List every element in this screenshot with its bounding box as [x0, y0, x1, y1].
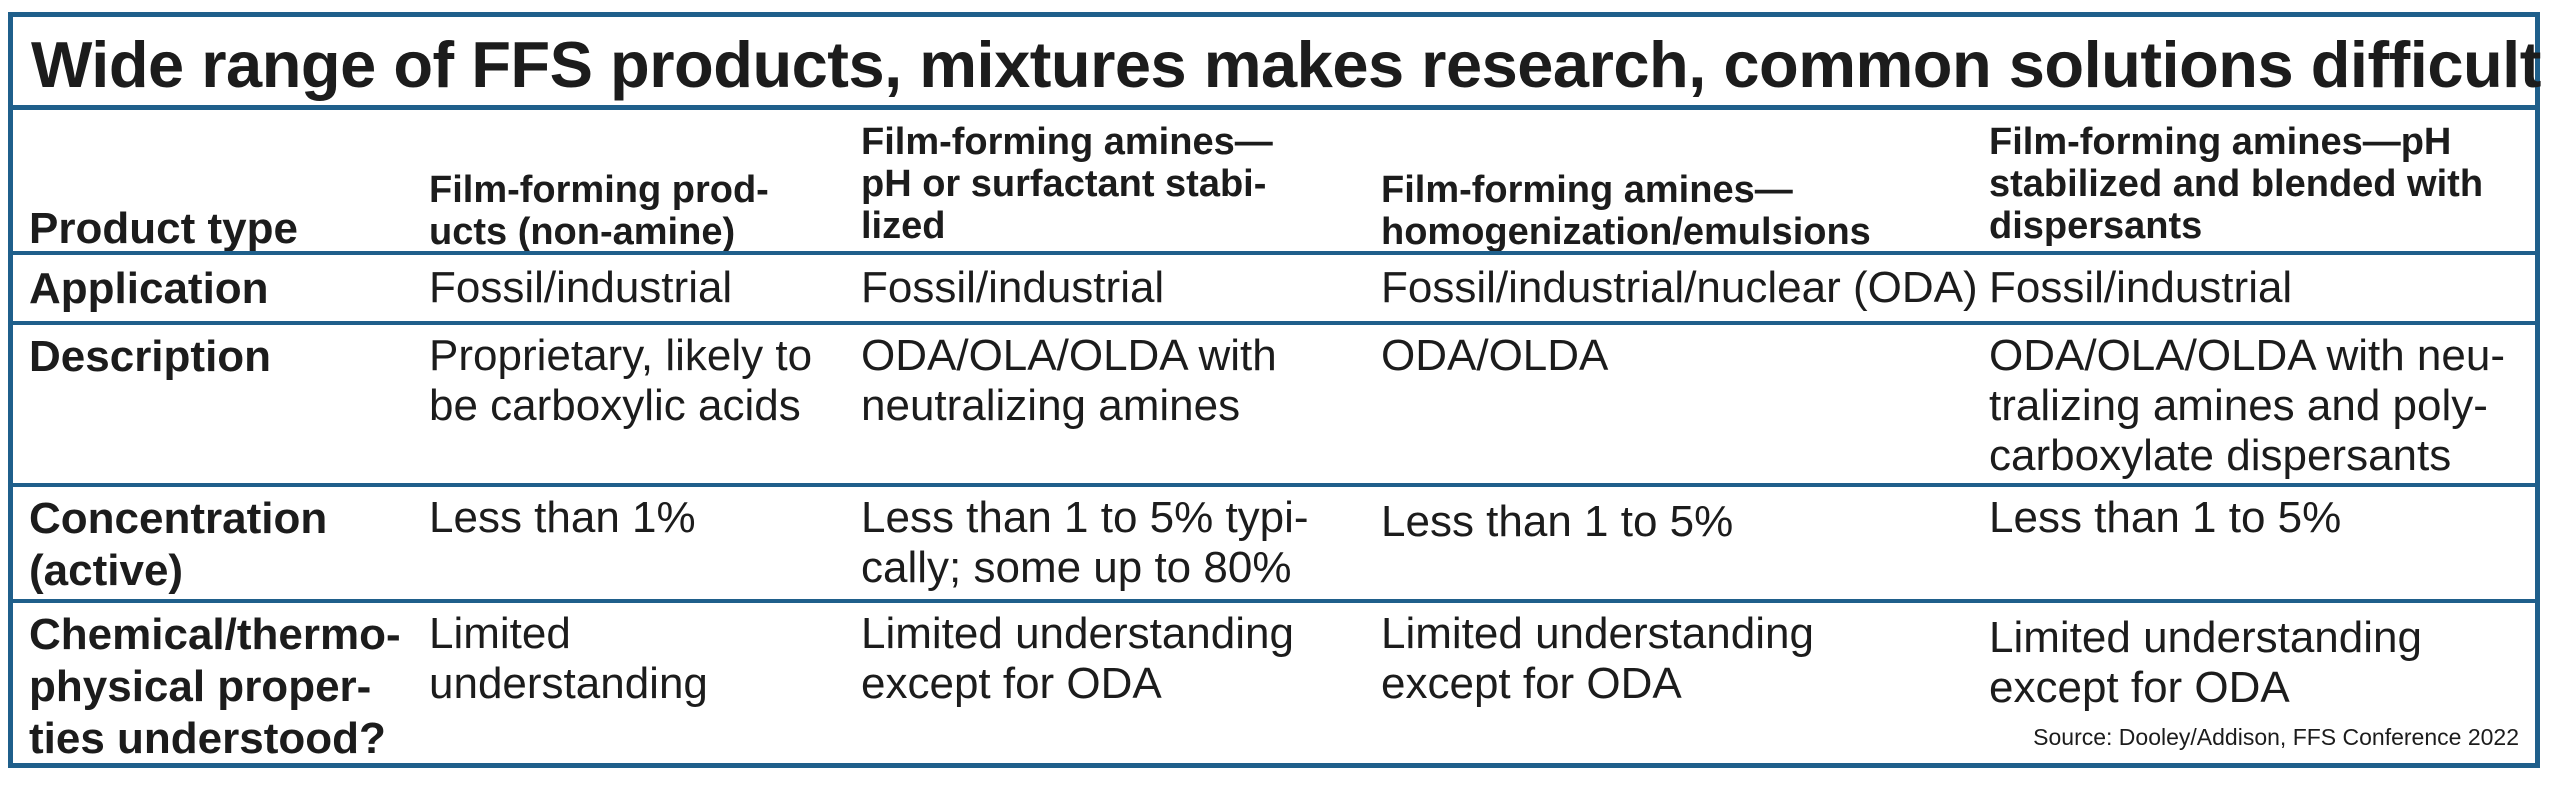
properties-cell-4: Limited understanding except for ODA [1989, 613, 2422, 712]
row-label-description: Description [29, 332, 272, 381]
column-header-3: Film-forming amines— homogenization/emul… [1381, 169, 1871, 253]
row-divider-2 [13, 483, 2535, 487]
column-header-4: Film-forming amines—pH stabilized and bl… [1989, 121, 2484, 247]
header-row-label: Product type [29, 204, 298, 253]
column-header-2: Film-forming amines— pH or surfactant st… [861, 121, 1273, 247]
application-cell-2: Fossil/industrial [861, 263, 1165, 312]
row-label-properties: Chemical/thermo- physical proper- ties u… [29, 610, 401, 763]
row-divider-1 [13, 321, 2535, 325]
description-cell-1: Proprietary, likely to be carboxylic aci… [429, 331, 813, 430]
source-credit: Source: Dooley/Addison, FFS Conference 2… [2033, 724, 2519, 750]
description-cell-3: ODA/OLDA [1381, 331, 1609, 380]
table-title: Wide range of FFS products, mixtures mak… [31, 28, 2541, 101]
description-cell-2: ODA/OLA/OLDA with neutralizing amines [861, 331, 1277, 430]
concentration-cell-1: Less than 1% [429, 493, 696, 542]
properties-cell-2: Limited understanding except for ODA [861, 609, 1294, 708]
column-header-1: Film-forming prod- ucts (non-amine) [429, 169, 769, 253]
application-cell-3: Fossil/industrial/nuclear (ODA) [1381, 263, 1978, 312]
title-divider [13, 105, 2535, 110]
concentration-cell-3: Less than 1 to 5% [1381, 497, 1734, 546]
application-cell-4: Fossil/industrial [1989, 263, 2293, 312]
row-label-application: Application [29, 264, 269, 313]
description-cell-4: ODA/OLA/OLDA with neu- tralizing amines … [1989, 331, 2505, 480]
table-frame: Wide range of FFS products, mixtures mak… [8, 12, 2541, 768]
properties-cell-3: Limited understanding except for ODA [1381, 609, 1814, 708]
concentration-cell-4: Less than 1 to 5% [1989, 493, 2342, 542]
header-divider [13, 251, 2535, 255]
row-label-concentration: Concentration (active) [29, 494, 328, 595]
application-cell-1: Fossil/industrial [429, 263, 733, 312]
row-divider-3 [13, 599, 2535, 603]
properties-cell-1: Limited understanding [429, 609, 708, 708]
concentration-cell-2: Less than 1 to 5% typi- cally; some up t… [861, 493, 1309, 592]
